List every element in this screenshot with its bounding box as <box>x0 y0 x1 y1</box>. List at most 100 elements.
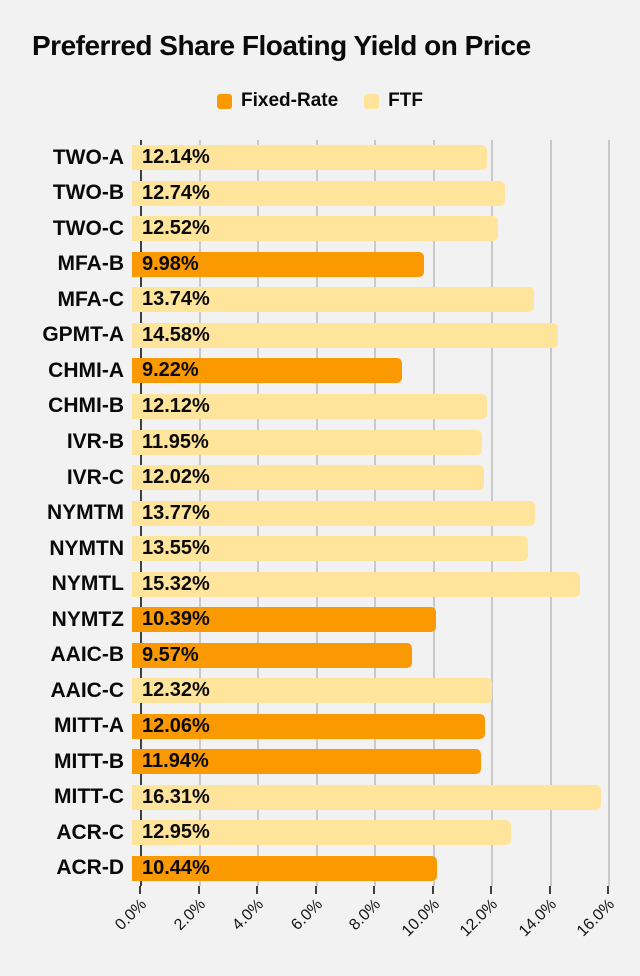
bar-value-label: 16.31% <box>142 785 210 808</box>
legend-item-ftf: FTF <box>364 90 423 112</box>
x-axis-tick <box>139 886 141 894</box>
bar-fixed-rate: 10.39% <box>132 607 436 633</box>
chart-row: NYMTZ 10.39% <box>0 602 640 638</box>
x-axis-tick <box>256 886 258 894</box>
chart-row: TWO-B 12.74% <box>0 176 640 212</box>
category-label: IVR-C <box>66 465 124 489</box>
bar-value-label: 11.94% <box>142 750 209 773</box>
chart-row: CHMI-A 9.22% <box>0 353 640 389</box>
bar-ftf: 12.02% <box>132 465 484 491</box>
chart-row: AAIC-B 9.57% <box>0 637 640 673</box>
bar-value-label: 9.98% <box>142 252 199 275</box>
bar-ftf: 14.58% <box>132 322 559 348</box>
category-label: TWO-A <box>52 145 124 169</box>
legend-swatch-fixed-rate-icon <box>217 93 233 109</box>
x-axis-tick <box>314 886 317 894</box>
category-label: NYMTN <box>49 536 124 560</box>
bar-value-label: 10.44% <box>142 856 210 879</box>
bar-ftf: 13.74% <box>132 287 534 313</box>
category-label: MITT-B <box>54 749 124 773</box>
category-label: CHMI-B <box>48 394 124 418</box>
bar-ftf: 16.31% <box>132 784 601 810</box>
chart-row: MITT-A 12.06% <box>0 709 640 745</box>
chart-row: MITT-B 11.94% <box>0 744 640 780</box>
chart-row: AAIC-C 12.32% <box>0 673 640 709</box>
bar-fixed-rate: 9.98% <box>132 251 424 277</box>
category-label: NYMTZ <box>51 607 124 631</box>
category-label: MFA-C <box>57 287 125 311</box>
x-axis-tick <box>490 886 492 894</box>
x-axis-tick-label: 14.0% <box>515 896 560 941</box>
bar-value-label: 12.52% <box>142 217 210 240</box>
gridline <box>549 140 552 886</box>
bar-value-label: 15.32% <box>142 572 210 595</box>
category-label: ACR-D <box>56 856 124 880</box>
bar-value-label: 11.95% <box>142 430 209 453</box>
category-label: MFA-B <box>57 252 125 276</box>
x-axis-tick <box>197 886 200 894</box>
bar-ftf: 12.14% <box>132 145 488 171</box>
category-label: NYMTL <box>51 572 124 596</box>
bar-value-label: 12.06% <box>142 714 210 737</box>
x-axis-tick-label: 10.0% <box>398 896 443 941</box>
gridline <box>608 140 610 886</box>
bar-value-label: 9.57% <box>142 643 199 666</box>
bar-value-label: 10.39% <box>142 608 210 631</box>
chart-row: IVR-C 12.02% <box>0 460 640 496</box>
bar-value-label: 13.55% <box>142 537 210 560</box>
x-axis-tick-label: 6.0% <box>287 896 326 934</box>
category-label: GPMT-A <box>42 323 124 347</box>
x-axis-tick <box>431 886 434 894</box>
legend-item-fixed-rate: Fixed-Rate <box>217 90 338 112</box>
bar-value-label: 13.74% <box>142 288 210 311</box>
bar-fixed-rate: 12.06% <box>132 713 485 739</box>
chart-row: NYMTM 13.77% <box>0 495 640 531</box>
chart-row: IVR-B 11.95% <box>0 424 640 460</box>
bar-ftf: 12.95% <box>132 820 511 846</box>
bar-ftf: 11.95% <box>132 429 482 455</box>
category-label: TWO-C <box>52 216 124 240</box>
chart-row: CHMI-B 12.12% <box>0 389 640 425</box>
bar-value-label: 12.02% <box>142 466 210 489</box>
category-label: CHMI-A <box>48 358 124 382</box>
x-axis-tick-label: 8.0% <box>346 896 385 934</box>
category-label: ACR-C <box>56 820 124 844</box>
category-label: TWO-B <box>52 181 124 205</box>
bar-ftf: 12.32% <box>132 678 493 704</box>
bar-value-label: 9.22% <box>142 359 199 382</box>
x-axis-ticks <box>0 886 640 894</box>
legend-swatch-ftf-icon <box>364 93 380 109</box>
x-axis-tick-label: 2.0% <box>170 896 209 934</box>
bar-ftf: 13.77% <box>132 500 535 526</box>
chart-row: TWO-C 12.52% <box>0 211 640 247</box>
category-label: IVR-B <box>66 430 124 454</box>
category-label: MITT-A <box>54 714 124 738</box>
bar-value-label: 12.12% <box>142 394 210 417</box>
bar-value-label: 13.77% <box>142 501 210 524</box>
x-axis-tick <box>373 886 375 894</box>
category-label: AAIC-B <box>50 643 125 667</box>
chart-row: GPMT-A 14.58% <box>0 318 640 354</box>
chart-row: ACR-D 10.44% <box>0 851 640 887</box>
legend-label-fixed-rate: Fixed-Rate <box>241 90 339 111</box>
bar-value-label: 12.95% <box>142 821 210 844</box>
bar-fixed-rate: 9.22% <box>132 358 402 384</box>
chart-row: ACR-C 12.95% <box>0 815 640 851</box>
bar-value-label: 12.14% <box>142 146 210 169</box>
bar-ftf: 12.74% <box>132 180 505 206</box>
legend: Fixed-Rate FTF <box>0 90 640 112</box>
x-axis-tick <box>548 886 551 894</box>
x-axis-tick <box>607 886 609 894</box>
chart-row: MFA-C 13.74% <box>0 282 640 318</box>
bar-value-label: 12.32% <box>142 679 210 702</box>
category-label: AAIC-C <box>50 678 125 702</box>
x-axis-tick-label: 4.0% <box>229 896 268 934</box>
bar-ftf: 12.52% <box>132 216 499 242</box>
chart-row: NYMTN 13.55% <box>0 531 640 567</box>
bar-fixed-rate: 10.44% <box>132 855 438 881</box>
chart-row: MITT-C 16.31% <box>0 780 640 816</box>
bar-fixed-rate: 11.94% <box>132 749 482 775</box>
chart-title: Preferred Share Floating Yield on Price <box>32 30 531 61</box>
x-axis-tick-label: 12.0% <box>456 896 502 941</box>
